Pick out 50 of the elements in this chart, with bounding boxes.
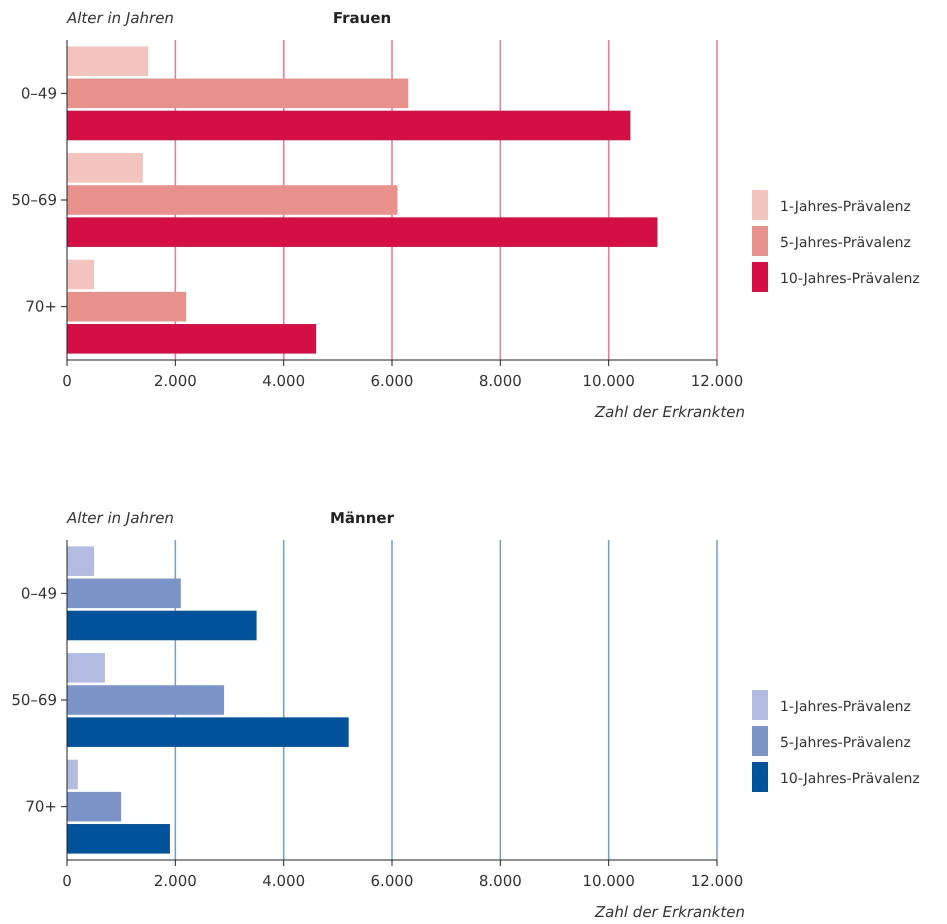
legend-label: 5-Jahres-Prävalenz xyxy=(780,735,911,751)
legend-label: 10-Jahres-Prävalenz xyxy=(780,771,920,787)
bar xyxy=(67,292,186,322)
x-tick-label: 12.000 xyxy=(690,372,744,390)
x-axis-title: Zahl der Erkrankten xyxy=(594,403,745,421)
y-tick-label: 50–69 xyxy=(11,191,57,209)
x-tick-label: 4.000 xyxy=(262,872,306,890)
chart-title: Frauen xyxy=(332,9,392,27)
bar xyxy=(67,153,143,183)
bar xyxy=(67,717,349,747)
y-axis-title: Alter in Jahren xyxy=(66,9,174,27)
bar xyxy=(67,324,316,354)
y-tick-label: 50–69 xyxy=(11,691,57,709)
y-axis-title: Alter in Jahren xyxy=(66,509,174,527)
x-tick-label: 8.000 xyxy=(478,372,522,390)
x-tick-label: 2.000 xyxy=(154,872,197,890)
bar xyxy=(67,110,630,140)
bar xyxy=(67,653,105,683)
bar xyxy=(67,78,408,108)
x-tick-label: 10.000 xyxy=(582,872,635,890)
x-tick-label: 0 xyxy=(62,872,72,890)
x-tick-label: 12.000 xyxy=(690,872,744,890)
bar xyxy=(67,792,122,822)
x-tick-label: 4.000 xyxy=(262,372,306,390)
y-tick-label: 70+ xyxy=(25,298,57,316)
y-tick-label: 0–49 xyxy=(20,84,57,102)
bar xyxy=(67,610,257,640)
legend-label: 10-Jahres-Prävalenz xyxy=(780,271,920,287)
x-tick-label: 10.000 xyxy=(582,372,635,390)
bar xyxy=(67,760,78,790)
legend-label: 1-Jahres-Prävalenz xyxy=(780,199,911,215)
x-axis-title: Zahl der Erkrankten xyxy=(594,903,745,921)
x-tick-label: 0 xyxy=(62,372,72,390)
legend-label: 1-Jahres-Prävalenz xyxy=(780,699,911,715)
y-tick-label: 70+ xyxy=(25,798,57,816)
bar xyxy=(67,260,94,290)
bar xyxy=(67,824,170,854)
bar xyxy=(67,546,94,576)
bar xyxy=(67,217,658,247)
x-tick-label: 8.000 xyxy=(478,872,522,890)
x-tick-label: 6.000 xyxy=(370,372,414,390)
bar xyxy=(67,185,398,215)
x-tick-label: 2.000 xyxy=(154,372,197,390)
chart-title: Männer xyxy=(330,509,395,527)
bar xyxy=(67,685,224,715)
x-tick-label: 6.000 xyxy=(370,872,414,890)
y-tick-label: 0–49 xyxy=(20,584,57,602)
bar xyxy=(67,578,181,608)
bar xyxy=(67,46,148,76)
legend-label: 5-Jahres-Prävalenz xyxy=(780,235,911,251)
